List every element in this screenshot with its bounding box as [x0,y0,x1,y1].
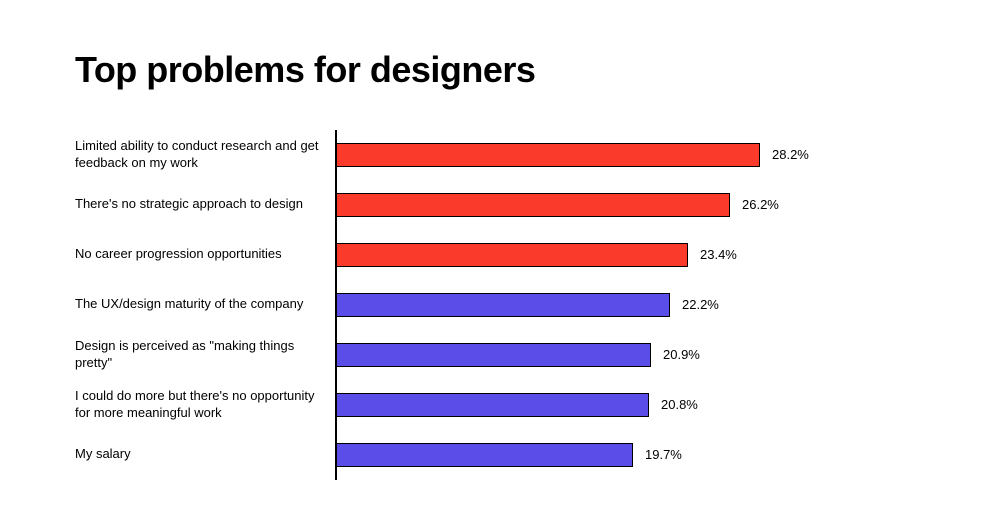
category-label: No career progression opportunities [75,246,282,263]
bar [337,293,670,317]
bar-value: 20.8% [661,397,698,412]
bar-value: 22.2% [682,297,719,312]
category-label: Design is perceived as "making things pr… [75,338,321,372]
category-label: The UX/design maturity of the company [75,296,303,313]
category-label-row: There's no strategic approach to design [75,180,321,230]
bar-value: 26.2% [742,197,779,212]
bar-row: 20.8% [337,380,940,430]
bars-column: 28.2% 26.2% 23.4% 22.2% 20.9% 20.8% 19.7% [335,130,940,480]
bar-row: 23.4% [337,230,940,280]
bar [337,143,760,167]
category-label: Limited ability to conduct research and … [75,138,321,172]
bar [337,243,688,267]
bar-row: 20.9% [337,330,940,380]
bar [337,193,730,217]
chart-area: Limited ability to conduct research and … [75,130,940,480]
category-label: There's no strategic approach to design [75,196,303,213]
bar-row: 26.2% [337,180,940,230]
bar [337,393,649,417]
bar-row: 19.7% [337,430,940,480]
bar-row: 28.2% [337,130,940,180]
labels-column: Limited ability to conduct research and … [75,130,335,480]
bar-value: 19.7% [645,447,682,462]
category-label-row: Design is perceived as "making things pr… [75,330,321,380]
bar [337,343,651,367]
bar-value: 20.9% [663,347,700,362]
category-label-row: The UX/design maturity of the company [75,280,321,330]
category-label: I could do more but there's no opportuni… [75,388,321,422]
bar-row: 22.2% [337,280,940,330]
category-label-row: My salary [75,430,321,480]
category-label-row: Limited ability to conduct research and … [75,130,321,180]
bar-value: 28.2% [772,147,809,162]
category-label-row: I could do more but there's no opportuni… [75,380,321,430]
chart-title: Top problems for designers [75,50,940,90]
bar [337,443,633,467]
chart-container: Top problems for designers Limited abili… [0,0,1000,510]
bar-value: 23.4% [700,247,737,262]
category-label-row: No career progression opportunities [75,230,321,280]
category-label: My salary [75,446,131,463]
